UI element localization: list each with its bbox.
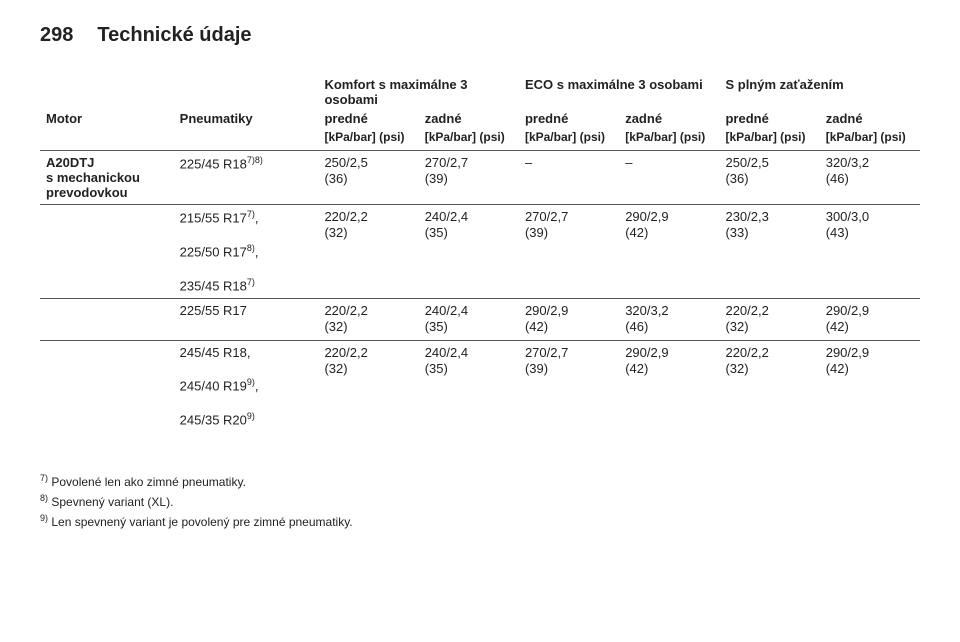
page-number: 298 — [40, 24, 73, 47]
col-front-2: predné — [519, 109, 619, 128]
col-engine: Motor — [40, 109, 174, 128]
col-tyres: Pneumatiky — [174, 109, 319, 128]
footnote-9: 9) Len spevnený variant je povolený pre … — [40, 513, 920, 529]
table-row: 225/55 R17220/2,2(32)240/2,4(35)290/2,9(… — [40, 299, 920, 341]
value-cell: 240/2,4(35) — [419, 340, 519, 432]
footnote-8: 8) Spevnený variant (XL). — [40, 493, 920, 509]
col-group-comfort: Komfort s maximálne 3 osobami — [318, 75, 519, 109]
value-cell: 220/2,2(32) — [318, 299, 418, 341]
col-rear-1: zadné — [419, 109, 519, 128]
col-group-full: S plným zaťažením — [719, 75, 920, 109]
engine-cell: A20DTJs mechanickouprevodovkou — [40, 151, 174, 205]
value-cell: 290/2,9(42) — [519, 299, 619, 341]
page-header: 298 Technické údaje — [40, 24, 920, 47]
group-header-row: Komfort s maximálne 3 osobami ECO s maxi… — [40, 75, 920, 109]
value-cell: 250/2,5(36) — [318, 151, 418, 205]
value-cell: 300/3,0(43) — [820, 205, 920, 299]
table-row: 245/45 R18,245/40 R199),245/35 R209)220/… — [40, 340, 920, 432]
tyre-cell: 225/55 R17 — [174, 299, 319, 341]
unit-header-row: [kPa/bar] (psi) [kPa/bar] (psi) [kPa/bar… — [40, 128, 920, 151]
value-cell: 220/2,2(32) — [318, 340, 418, 432]
unit-3: [kPa/bar] (psi) — [519, 128, 619, 151]
unit-2: [kPa/bar] (psi) — [419, 128, 519, 151]
value-cell: 290/2,9(42) — [820, 340, 920, 432]
col-front-3: predné — [719, 109, 819, 128]
tyre-cell: 245/45 R18,245/40 R199),245/35 R209) — [174, 340, 319, 432]
footnotes: 7) Povolené len ako zimné pneumatiky. 8)… — [40, 473, 920, 529]
unit-6: [kPa/bar] (psi) — [820, 128, 920, 151]
chapter-title: Technické údaje — [97, 24, 251, 47]
value-cell: 230/2,3(33) — [719, 205, 819, 299]
tyre-pressure-table: Komfort s maximálne 3 osobami ECO s maxi… — [40, 75, 920, 433]
table-row: A20DTJs mechanickouprevodovkou225/45 R18… — [40, 151, 920, 205]
value-cell: 220/2,2(32) — [318, 205, 418, 299]
value-cell: 290/2,9(42) — [619, 340, 719, 432]
tyre-cell: 215/55 R177),225/50 R178),235/45 R187) — [174, 205, 319, 299]
tyre-cell: 225/45 R187)8) — [174, 151, 319, 205]
engine-cell — [40, 205, 174, 299]
value-cell: 290/2,9(42) — [619, 205, 719, 299]
footnote-7: 7) Povolené len ako zimné pneumatiky. — [40, 473, 920, 489]
sub-header-row: Motor Pneumatiky predné zadné predné zad… — [40, 109, 920, 128]
col-rear-3: zadné — [820, 109, 920, 128]
value-cell: 320/3,2(46) — [619, 299, 719, 341]
value-cell: 270/2,7(39) — [519, 340, 619, 432]
engine-cell — [40, 340, 174, 432]
value-cell: 220/2,2(32) — [719, 340, 819, 432]
value-cell: – — [519, 151, 619, 205]
value-cell: 270/2,7(39) — [419, 151, 519, 205]
value-cell: 270/2,7(39) — [519, 205, 619, 299]
value-cell: 320/3,2(46) — [820, 151, 920, 205]
col-group-eco: ECO s maximálne 3 osobami — [519, 75, 720, 109]
col-front-1: predné — [318, 109, 418, 128]
value-cell: 240/2,4(35) — [419, 205, 519, 299]
unit-4: [kPa/bar] (psi) — [619, 128, 719, 151]
col-rear-2: zadné — [619, 109, 719, 128]
engine-cell — [40, 299, 174, 341]
value-cell: 250/2,5(36) — [719, 151, 819, 205]
value-cell: 220/2,2(32) — [719, 299, 819, 341]
unit-1: [kPa/bar] (psi) — [318, 128, 418, 151]
unit-5: [kPa/bar] (psi) — [719, 128, 819, 151]
value-cell: 290/2,9(42) — [820, 299, 920, 341]
value-cell: – — [619, 151, 719, 205]
value-cell: 240/2,4(35) — [419, 299, 519, 341]
table-row: 215/55 R177),225/50 R178),235/45 R187)22… — [40, 205, 920, 299]
